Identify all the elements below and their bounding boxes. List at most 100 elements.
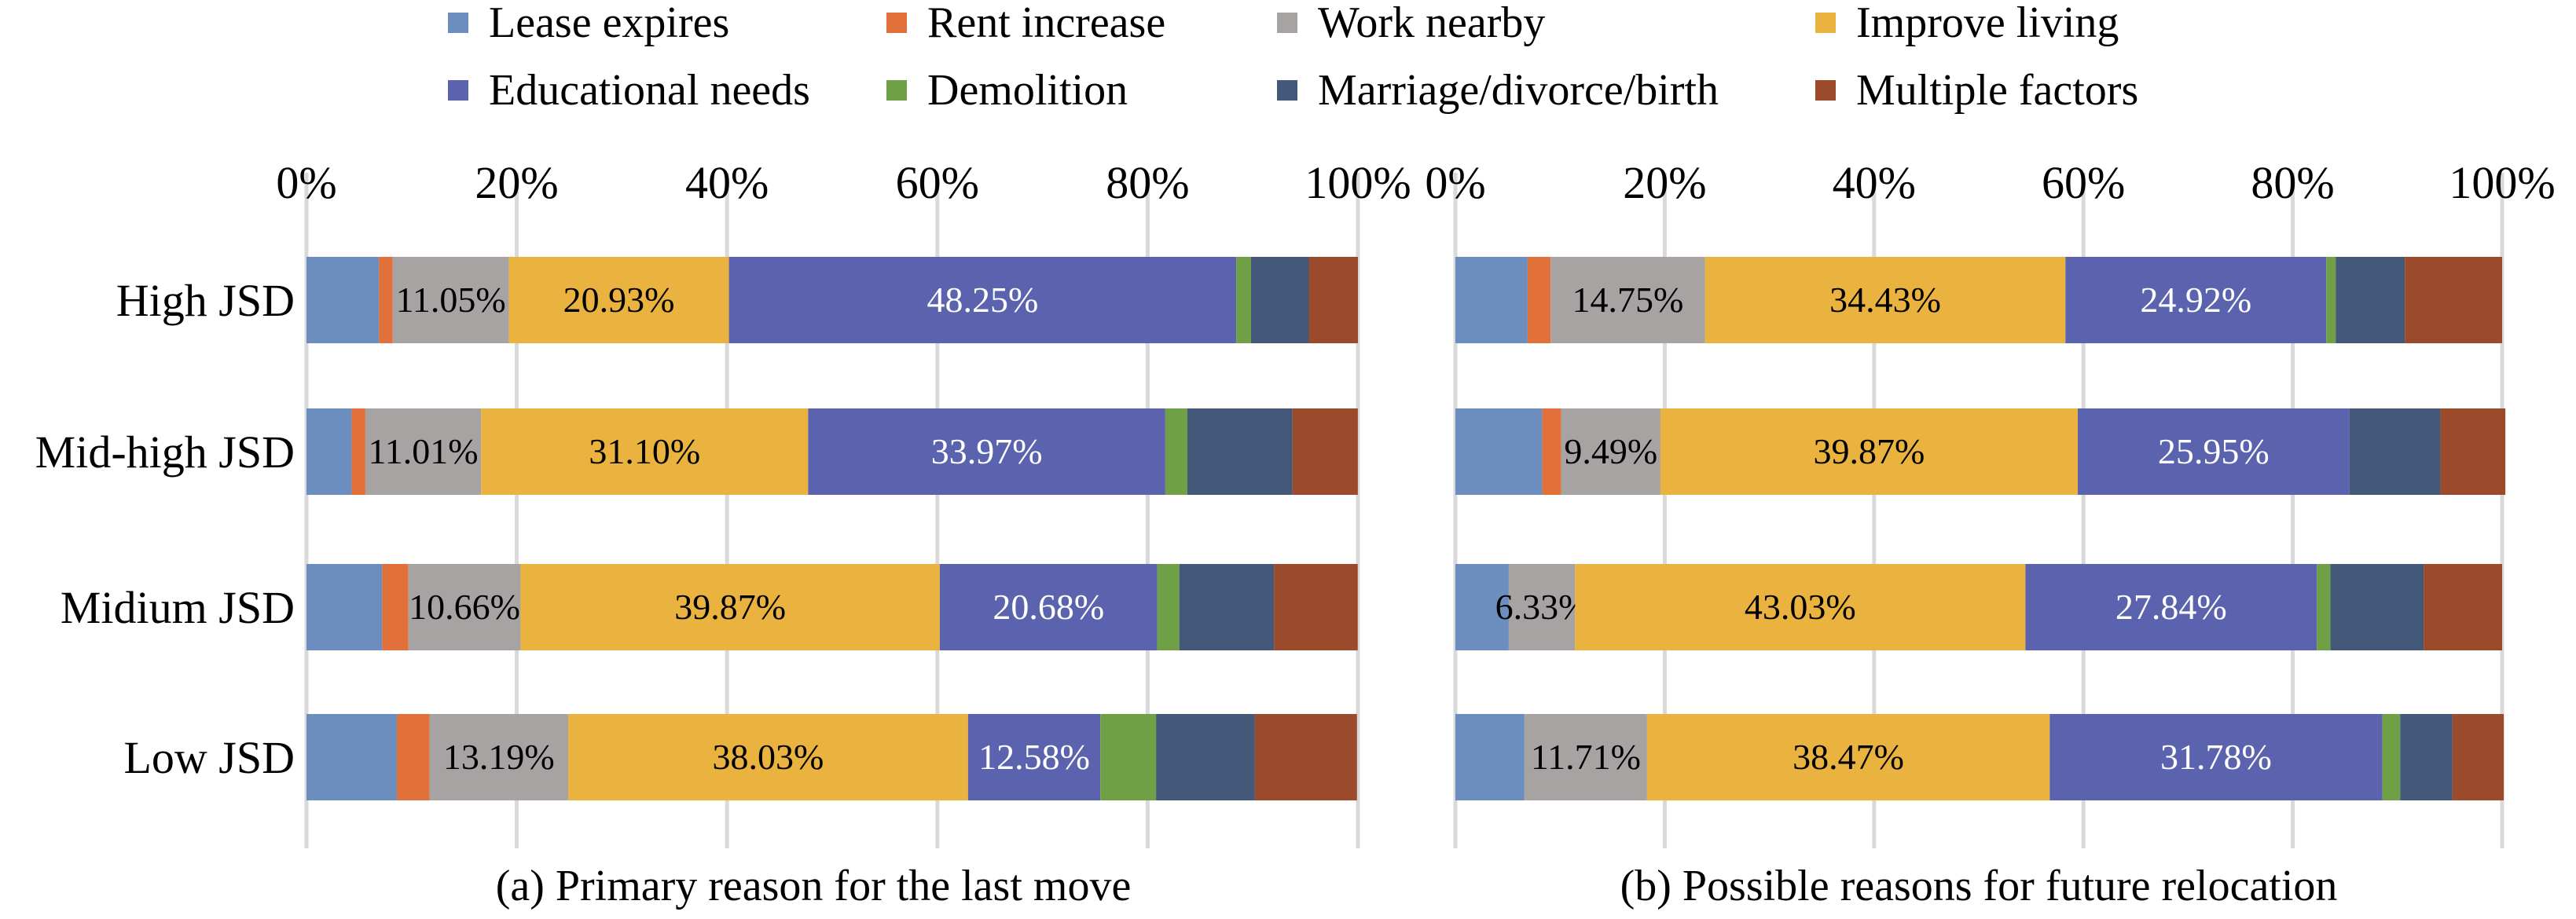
bar-segment <box>1704 257 2066 343</box>
bar-segment <box>1455 714 1525 800</box>
data-label: 6.33% <box>1495 587 1589 627</box>
legend-swatch <box>1815 13 1836 33</box>
bar-segment <box>1524 714 1647 800</box>
bar-segment <box>1575 564 2026 650</box>
legend-swatch <box>886 13 907 33</box>
bar-segment <box>2065 257 2327 343</box>
legend-label: Rent increase <box>927 0 1166 47</box>
bar-segment <box>1660 408 2079 495</box>
legend-label: Educational needs <box>489 66 810 115</box>
bar-segment <box>2049 714 2383 800</box>
legend-label: Work nearby <box>1318 0 1546 47</box>
bar-segment <box>568 714 968 800</box>
x-tick-label: 100% <box>1305 157 1411 208</box>
bar-segment <box>1292 408 1358 495</box>
legend-item: Multiple factors <box>1815 63 2138 118</box>
data-label: 39.87% <box>674 587 786 627</box>
data-label: 24.92% <box>2140 280 2251 320</box>
data-label: 13.19% <box>443 737 555 777</box>
bar-segment <box>1308 257 1358 343</box>
data-label: 11.01% <box>369 431 479 471</box>
bar-segment <box>1156 714 1255 800</box>
x-tick-label: 40% <box>685 157 769 208</box>
x-tick-label: 20% <box>1623 157 1706 208</box>
legend-label: Improve living <box>1856 0 2119 47</box>
bar-segment <box>939 564 1158 650</box>
bar-segment <box>1179 564 1275 650</box>
data-label: 20.68% <box>993 587 1104 627</box>
data-label: 33.97% <box>931 431 1043 471</box>
bar-segment <box>520 564 940 650</box>
legend-item: Rent increase <box>886 0 1165 50</box>
bar-segment <box>2400 714 2453 800</box>
bar-segment <box>379 257 393 343</box>
bar-segment <box>1455 408 1543 495</box>
bar-segment <box>2349 408 2441 495</box>
chart-a-caption: (a) Primary reason for the last move <box>495 862 1132 910</box>
data-label: 31.78% <box>2160 737 2272 777</box>
bar-segment <box>397 714 430 800</box>
legend-label: Lease expires <box>489 0 730 47</box>
legend-item: Demolition <box>886 63 1128 118</box>
bar-segment <box>351 408 365 495</box>
bar-segment <box>2452 714 2504 800</box>
bar-segment <box>408 564 521 650</box>
bar-segment <box>1508 564 1576 650</box>
bar-segment <box>1274 564 1358 650</box>
bar-segment <box>1236 257 1251 343</box>
legend-item: Work nearby <box>1277 0 1545 50</box>
legend-swatch <box>1277 80 1297 101</box>
data-label: 31.10% <box>589 431 700 471</box>
bar-segment <box>1542 408 1561 495</box>
data-label: 20.93% <box>563 280 675 320</box>
x-tick-label: 80% <box>1106 157 1189 208</box>
chart-b: 0% 20% 40% 60% 80% 100% 14.75% 34.43% 24.92% 9.49… <box>1425 157 2556 848</box>
bar-segment <box>1100 714 1157 800</box>
bar-segment <box>1455 564 1509 650</box>
bar-segment <box>967 714 1101 800</box>
category-label: Midium JSD <box>61 582 295 633</box>
bar-segment <box>382 564 409 650</box>
data-label: 43.03% <box>1745 587 1856 627</box>
data-label: 48.25% <box>927 280 1038 320</box>
data-label: 27.84% <box>2115 587 2227 627</box>
bar-segment <box>392 257 509 343</box>
data-label: 39.87% <box>1814 431 1925 471</box>
data-label: 10.66% <box>409 587 520 627</box>
data-label: 11.05% <box>396 280 506 320</box>
bar-segment <box>1254 714 1357 800</box>
bar-segment <box>1550 257 1705 343</box>
x-tick-label: 40% <box>1833 157 1916 208</box>
data-label: 11.71% <box>1531 737 1641 777</box>
legend-swatch <box>448 13 468 33</box>
bar-segment <box>1187 408 1293 495</box>
bar-segment <box>508 257 729 343</box>
data-label: 38.47% <box>1793 737 1904 777</box>
bar-segment <box>1646 714 2050 800</box>
data-label: 38.03% <box>713 737 824 777</box>
bar-segment <box>728 257 1237 343</box>
data-label: 12.58% <box>978 737 1090 777</box>
chart-a: 0% 20% 40% 60% 80% 100% High JSD 11.05% 20.93% 48… <box>35 157 1411 848</box>
chart-b-caption: (b) Possible reasons for future relocati… <box>1620 862 2338 910</box>
legend-item: Lease expires <box>448 0 729 50</box>
bar-segment <box>306 408 352 495</box>
x-tick-label: 60% <box>896 157 979 208</box>
bar-segment <box>306 714 398 800</box>
bar-segment <box>2326 257 2336 343</box>
legend-item: Educational needs <box>448 63 810 118</box>
data-label: 25.95% <box>2158 431 2270 471</box>
bar-segment <box>481 408 809 495</box>
bar-segment <box>1527 257 1551 343</box>
x-tick-label: 100% <box>2449 157 2555 208</box>
data-label: 34.43% <box>1829 280 1941 320</box>
bar-segment <box>306 564 383 650</box>
bar-segment <box>2078 408 2350 495</box>
legend-item: Marriage/divorce/birth <box>1277 63 1719 118</box>
x-tick-label: 0% <box>276 157 336 208</box>
legend-item: Improve living <box>1815 0 2119 50</box>
bar-segment <box>1561 408 1660 495</box>
bar-segment <box>365 408 482 495</box>
legend-swatch <box>1815 80 1836 101</box>
x-tick-label: 20% <box>475 157 558 208</box>
